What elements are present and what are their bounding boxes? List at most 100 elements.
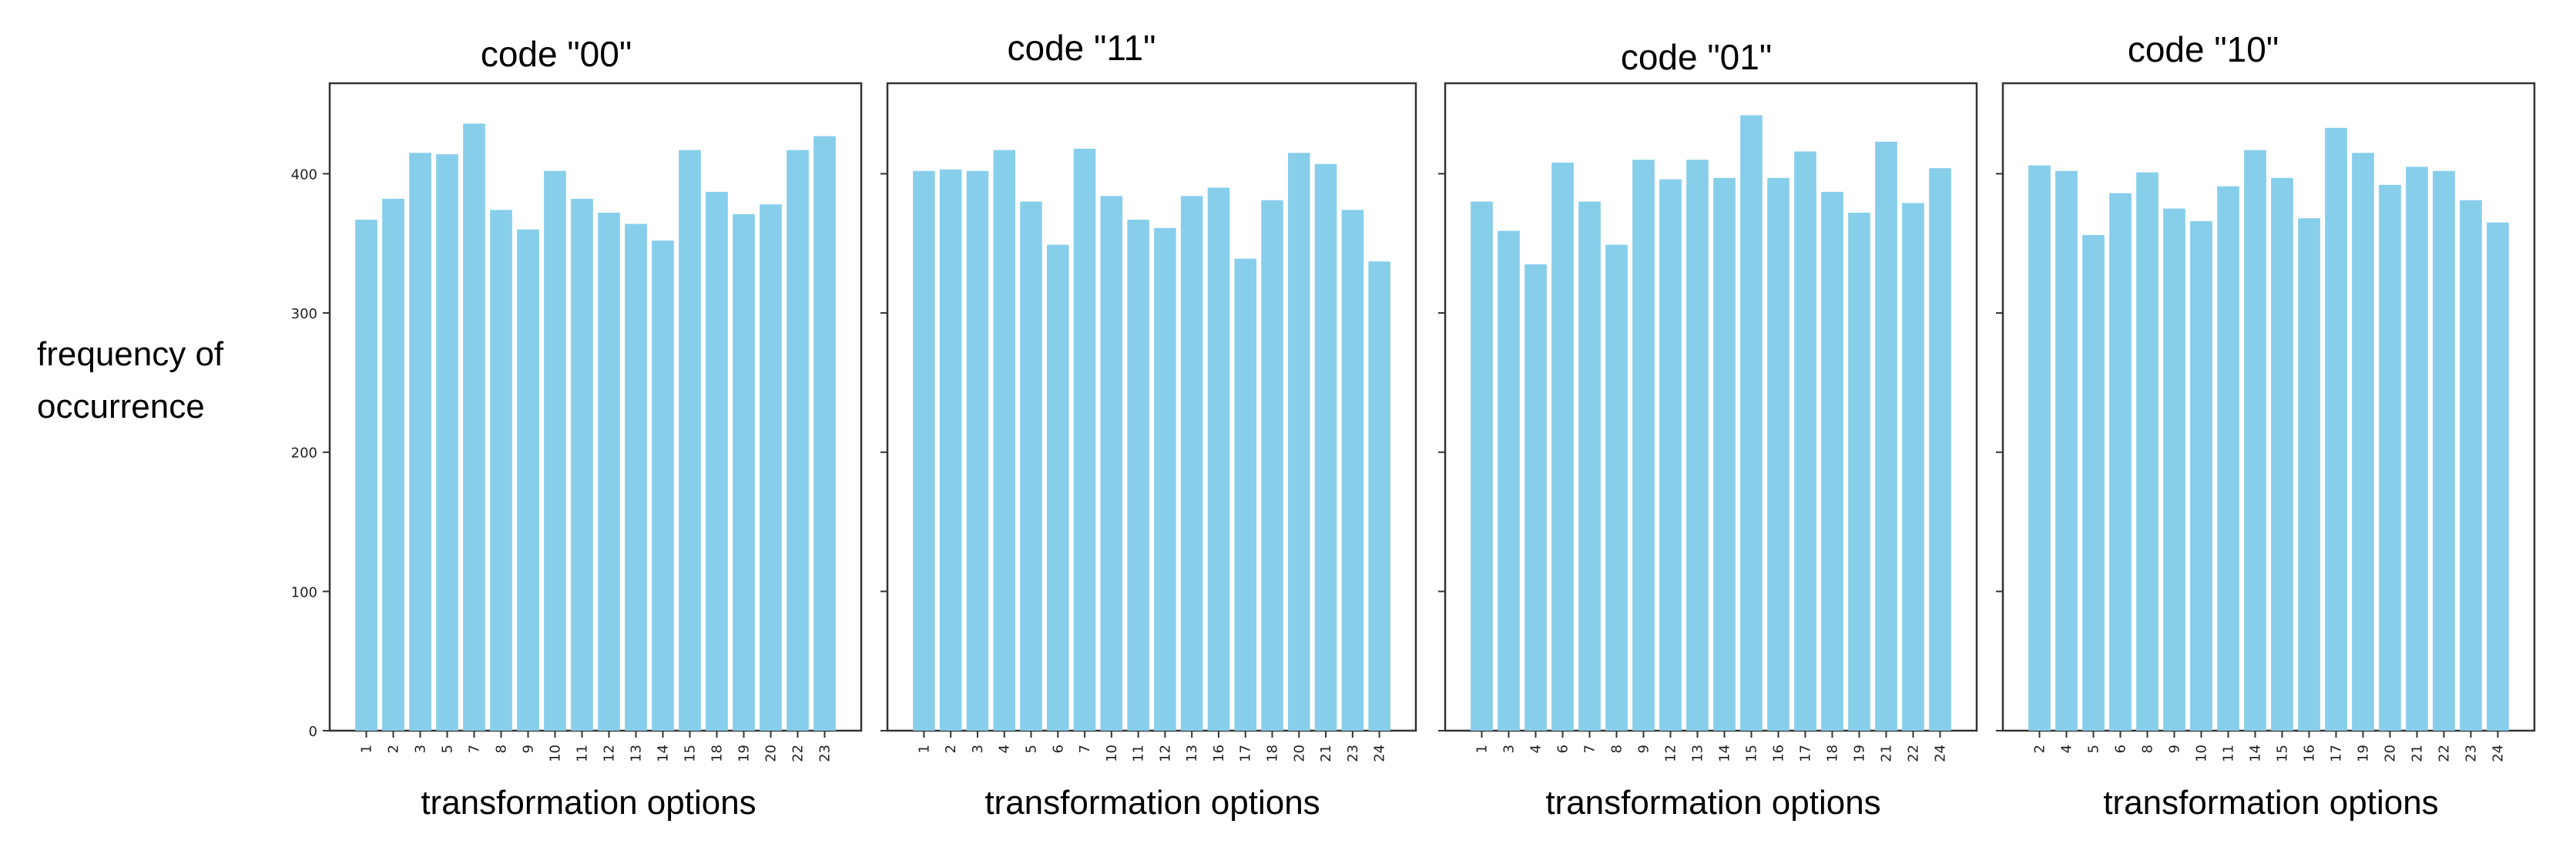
bar	[652, 240, 674, 731]
bar	[1020, 201, 1042, 731]
x-tick-label: 22	[1906, 745, 1922, 762]
y-tick-label: 0	[309, 724, 317, 740]
x-tick-label: 24	[1372, 745, 1388, 762]
bar	[490, 210, 512, 731]
bar	[813, 136, 836, 731]
bar	[1341, 210, 1364, 731]
x-tick-label: 4	[2059, 745, 2075, 753]
bar	[1368, 261, 1390, 731]
x-tick-label: 8	[1609, 745, 1625, 753]
x-tick-label: 18	[1825, 745, 1841, 762]
x-tick-label: 15	[683, 745, 699, 762]
bar	[2433, 170, 2455, 731]
x-tick-label: 12	[1157, 745, 1173, 762]
bar	[409, 153, 431, 731]
x-tick-label: 7	[467, 745, 483, 753]
x-tick-label: 4	[1528, 745, 1545, 753]
x-axis-label: transformation options	[984, 784, 1320, 822]
bar	[1127, 220, 1149, 731]
x-tick-label: 15	[1744, 745, 1760, 762]
x-tick-label: 13	[1690, 745, 1706, 762]
x-tick-label: 21	[1318, 745, 1334, 762]
x-tick-label: 9	[2167, 745, 2183, 753]
bar	[2082, 234, 2105, 731]
x-tick-label: 1	[916, 745, 932, 753]
x-tick-label: 10	[1104, 745, 1120, 762]
bar	[2379, 184, 2401, 731]
bar	[1659, 179, 1682, 731]
bar	[1498, 230, 1520, 731]
x-tick-label: 24	[1933, 745, 1949, 762]
x-tick-label: 5	[1024, 745, 1040, 753]
x-tick-label: 11	[2221, 745, 2237, 762]
x-tick-label: 16	[1771, 745, 1787, 762]
x-tick-label: 20	[1291, 745, 1307, 762]
bar	[1929, 168, 1951, 731]
panel-title: code "01"	[1621, 37, 1772, 77]
panel-frame	[2001, 82, 2536, 732]
bar	[706, 191, 728, 731]
bar	[2109, 193, 2132, 731]
bar	[1632, 160, 1655, 731]
y-tick-label: 200	[291, 445, 317, 462]
x-tick-label: 19	[1852, 745, 1868, 762]
x-tick-label: 5	[440, 745, 456, 753]
x-tick-label: 6	[1050, 745, 1066, 753]
bar	[2271, 177, 2293, 731]
bar	[2460, 200, 2482, 731]
bar	[1713, 177, 1736, 731]
bar	[1848, 213, 1870, 731]
bar	[1686, 160, 1709, 731]
x-tick-label: 2	[386, 745, 402, 753]
x-tick-label: 14	[1717, 745, 1733, 762]
y-axis-label-line: occurrence	[37, 388, 205, 425]
bar	[2406, 166, 2428, 731]
bar	[1261, 200, 1283, 731]
bar	[1578, 201, 1601, 731]
x-tick-label: 14	[2248, 745, 2264, 762]
bar	[2055, 170, 2078, 731]
x-tick-label: 11	[1131, 745, 1147, 762]
bar	[1047, 244, 1069, 731]
x-axis-label: transformation options	[1545, 784, 1880, 822]
x-tick-label: 21	[2410, 745, 2426, 762]
bar	[913, 170, 935, 731]
bar	[2325, 127, 2347, 731]
x-tick-label: 22	[2437, 745, 2453, 762]
bar	[1551, 162, 1574, 731]
panel-title: code "10"	[2128, 29, 2279, 69]
bar	[2163, 208, 2185, 731]
bar	[2028, 165, 2051, 731]
bar	[679, 150, 701, 731]
y-tick-label: 400	[291, 166, 317, 183]
panel-title: code "00"	[481, 34, 632, 74]
bar	[355, 220, 377, 731]
bar	[571, 198, 593, 731]
x-tick-label: 5	[2086, 745, 2102, 753]
bar	[1902, 203, 1924, 731]
bar	[2352, 153, 2374, 731]
bar	[1073, 148, 1096, 731]
bar	[544, 170, 566, 731]
x-axis-label: transformation options	[2103, 784, 2438, 822]
x-tick-label: 9	[1636, 745, 1652, 753]
x-tick-label: 17	[1798, 745, 1814, 762]
x-tick-label: 22	[790, 745, 807, 762]
bar	[1154, 227, 1176, 731]
x-tick-label: 10	[548, 745, 564, 762]
bar	[1740, 115, 1763, 731]
bar	[1605, 244, 1628, 731]
bar	[1794, 151, 1816, 731]
x-tick-label: 20	[763, 745, 780, 762]
x-tick-label: 23	[817, 745, 834, 762]
x-tick-label: 3	[413, 745, 429, 753]
x-tick-label: 20	[2383, 745, 2399, 762]
bar	[463, 123, 485, 731]
bar	[1471, 201, 1493, 731]
x-tick-label: 17	[1238, 745, 1254, 762]
bar	[598, 213, 620, 731]
bar	[733, 214, 755, 731]
x-tick-label: 12	[602, 745, 618, 762]
bar	[1100, 196, 1123, 731]
